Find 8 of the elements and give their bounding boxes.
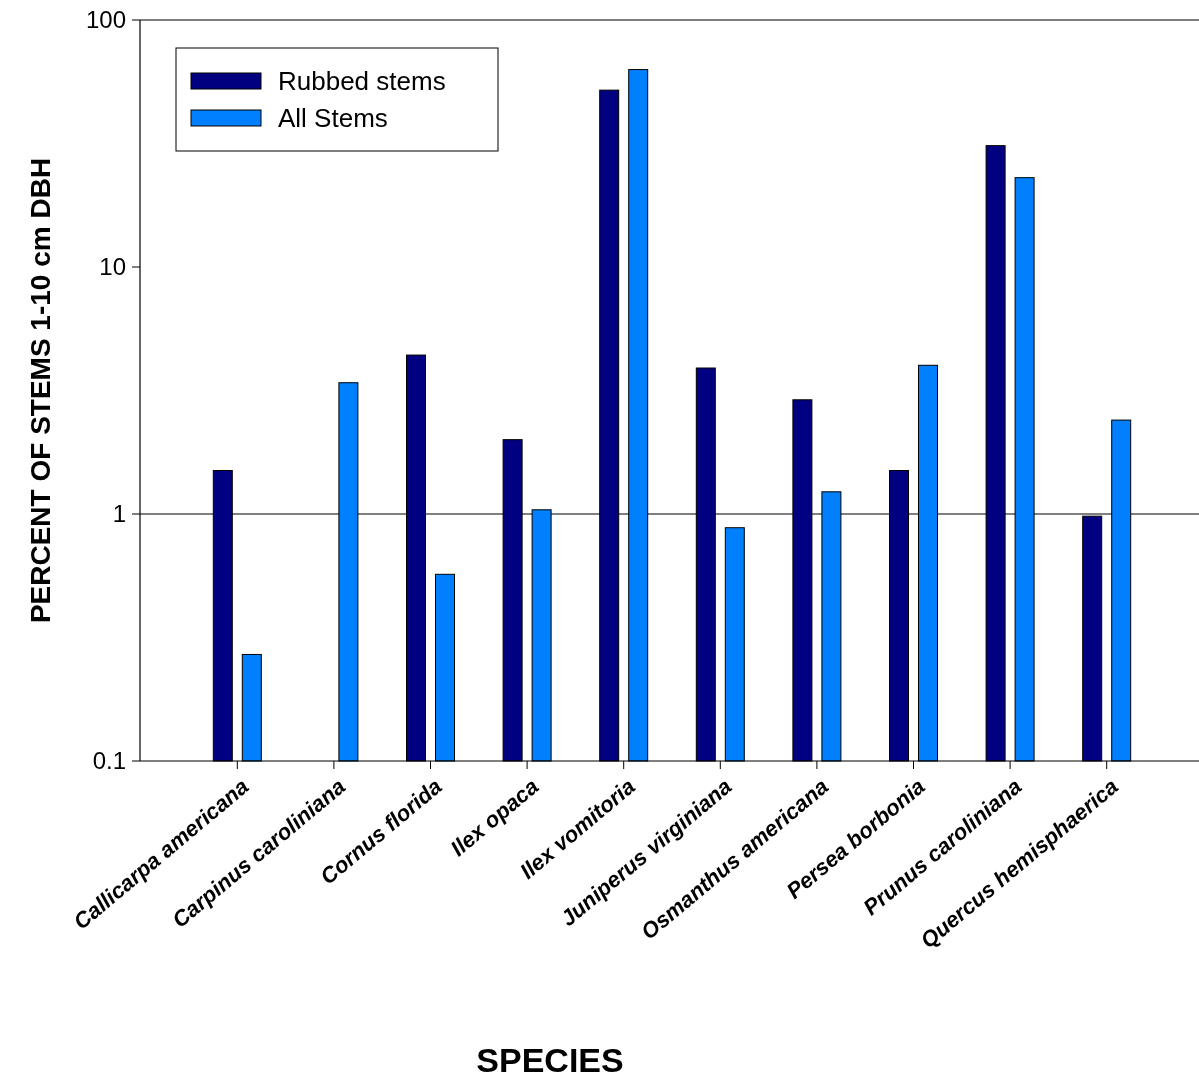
y-tick-label: 1	[112, 500, 126, 528]
x-axis-title: SPECIES	[476, 1041, 624, 1079]
y-axis-title: PERCENT OF STEMS 1-10 cm DBH	[24, 157, 56, 624]
legend-label: Rubbed stems	[278, 66, 446, 97]
y-tick-label: 10	[99, 253, 126, 281]
y-tick-label: 0.1	[92, 747, 126, 775]
y-tick-label: 100	[85, 6, 126, 34]
legend-label: All Stems	[278, 103, 388, 134]
